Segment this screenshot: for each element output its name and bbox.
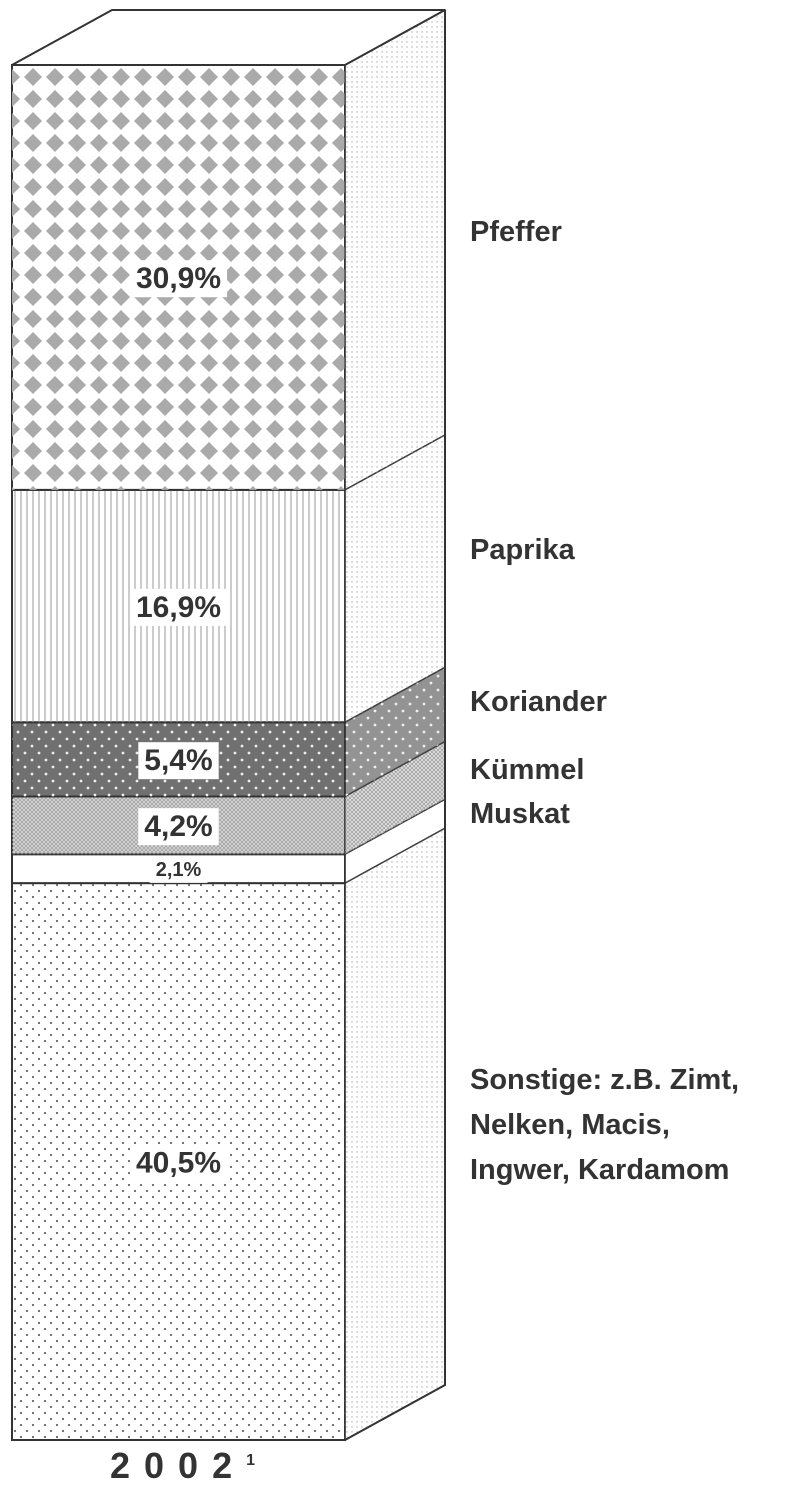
value-label: 30,9% — [136, 262, 221, 295]
category: 2002 — [110, 1445, 247, 1486]
value-label: 4,2% — [144, 810, 212, 843]
series-label: Sonstige: z.B. Zimt, Nelken, Macis, Ingw… — [470, 1064, 740, 1186]
value-label-bg — [129, 260, 228, 298]
series-label: Paprika — [470, 534, 575, 566]
value-label: 40,5% — [136, 1146, 221, 1179]
value-label-bg — [138, 742, 219, 780]
category-note: 1 — [246, 1452, 255, 1469]
series-label: Kümmel — [470, 754, 585, 786]
bar-side-pattern — [345, 10, 445, 490]
value-label-bg — [129, 1144, 228, 1182]
x-tick-label: 20021 — [110, 1445, 255, 1487]
value-label: 2,1% — [156, 859, 202, 881]
bar-outline — [344, 10, 446, 1441]
value-label-bg — [149, 856, 208, 883]
bar-side-pattern — [345, 741, 445, 855]
value-label: 16,9% — [136, 591, 221, 624]
value-label-bg — [129, 588, 228, 626]
value-label: 5,4% — [144, 744, 212, 777]
bar-side-pattern — [345, 828, 445, 1440]
bar-side-pattern — [345, 667, 445, 797]
bar-side-pattern — [345, 434, 445, 723]
series-label: Koriander — [470, 686, 607, 718]
series-label: Muskat — [470, 798, 570, 830]
series-label: Pfeffer — [470, 216, 562, 248]
value-label-bg — [138, 808, 219, 846]
